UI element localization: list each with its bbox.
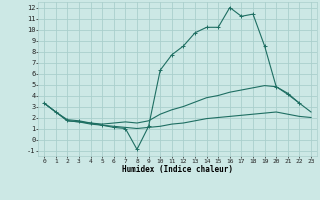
- X-axis label: Humidex (Indice chaleur): Humidex (Indice chaleur): [122, 165, 233, 174]
